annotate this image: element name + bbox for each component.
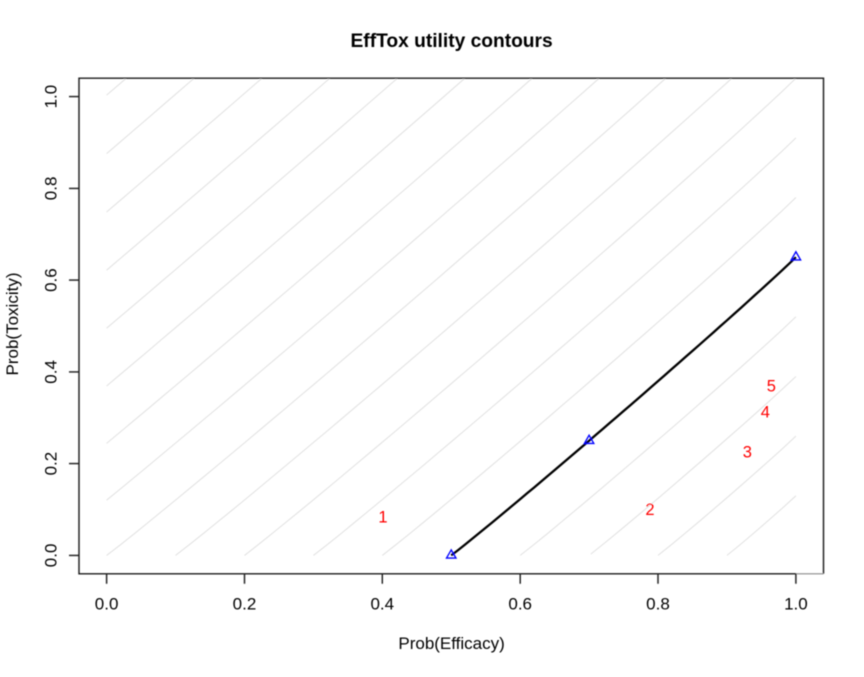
svg-text:3: 3 [743,443,752,461]
svg-text:0.0: 0.0 [42,544,61,568]
svg-text:1.0: 1.0 [784,595,808,614]
svg-text:0.2: 0.2 [233,595,257,614]
svg-text:Prob(Toxicity): Prob(Toxicity) [3,273,22,376]
svg-text:0.4: 0.4 [370,595,394,614]
svg-text:5: 5 [767,377,776,395]
svg-text:4: 4 [761,404,770,422]
svg-text:0.6: 0.6 [42,268,61,292]
svg-text:2: 2 [645,501,654,519]
svg-text:1.0: 1.0 [42,85,61,109]
svg-text:EffTox utility contours: EffTox utility contours [351,31,553,52]
svg-text:0.6: 0.6 [508,595,532,614]
svg-text:0.8: 0.8 [42,177,61,201]
svg-text:0.2: 0.2 [42,452,61,476]
svg-text:1: 1 [378,509,387,527]
svg-text:0.0: 0.0 [95,595,119,614]
svg-text:0.8: 0.8 [646,595,670,614]
svg-text:Prob(Efficacy): Prob(Efficacy) [398,634,504,653]
svg-text:0.4: 0.4 [42,360,61,384]
